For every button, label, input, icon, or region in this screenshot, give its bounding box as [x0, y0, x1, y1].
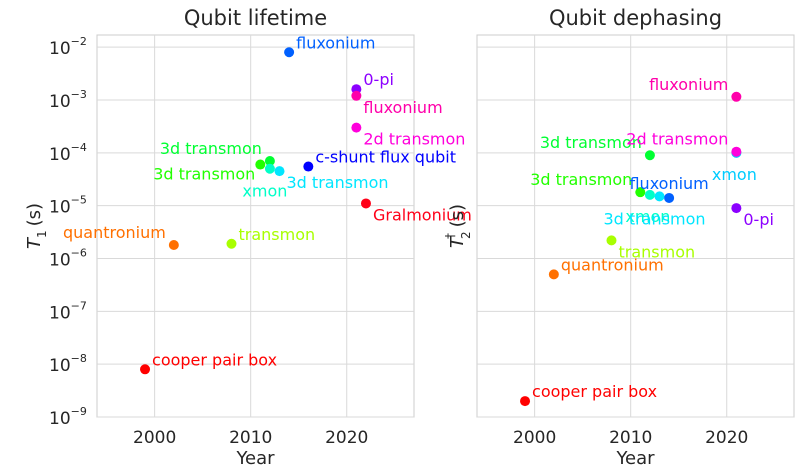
y-tick-exponent: −7: [71, 299, 87, 312]
data-point: [731, 203, 742, 214]
lifetime-panel: 2000 2010 202010−210−310−410−510−610−710−8…: [24, 6, 472, 469]
y-tick-base: 10: [49, 92, 71, 112]
y-tick-base: 10: [49, 198, 71, 218]
dephasing-panel: 2000 2010 2020 Qubit dephasing Year T† 2 (s) coo…: [443, 6, 795, 469]
plot-frame: [96, 34, 415, 418]
y-tick-label: 10−3: [49, 88, 87, 112]
data-point: [351, 122, 362, 133]
point-label: 2d transmon: [626, 130, 728, 149]
data-point: [255, 159, 266, 170]
y-tick-base: 10: [49, 303, 71, 323]
data-point: [264, 163, 275, 174]
point-label: c-shunt flux qubit: [315, 148, 456, 167]
point-label: 3d transmon: [540, 133, 642, 152]
y-tick-base: 10: [49, 39, 71, 59]
chart-title: Qubit lifetime: [184, 6, 327, 30]
point-label: fluxonium: [363, 98, 442, 117]
x-axis-label: Year: [235, 448, 275, 469]
data-point: [635, 187, 646, 198]
y-label-subscript: 1: [35, 230, 49, 238]
y-tick-label: 10−5: [49, 194, 87, 218]
point-label: 3d transmon: [287, 173, 389, 192]
point-label: 3d transmon: [153, 165, 255, 184]
point-label: Gralmonium: [373, 205, 472, 224]
y-tick-label: 10−4: [49, 141, 87, 165]
x-tick-label: 2010: [609, 428, 652, 448]
point-label: xmon: [712, 165, 757, 184]
y-tick-base: 10: [49, 250, 71, 270]
y-axis-label: T1 (s): [24, 203, 49, 249]
y-tick-base: 10: [49, 409, 71, 429]
point-label: quantronium: [561, 255, 664, 274]
y-tick-label: 10−8: [49, 352, 87, 376]
data-point: [360, 198, 371, 209]
data-point: [274, 166, 285, 177]
point-label: fluxonium: [296, 33, 375, 52]
point-label: 3d transmon: [603, 209, 705, 228]
point-label: fluxonium: [629, 174, 708, 193]
data-point: [520, 396, 531, 407]
y-label-symbol: T: [447, 235, 468, 248]
gridlines: [97, 35, 414, 418]
y-tick-base: 10: [49, 145, 71, 165]
data-point: [644, 150, 655, 161]
data-point: [644, 189, 655, 200]
x-tick-label: 2000: [133, 428, 176, 448]
x-tick-label: 2020: [705, 428, 748, 448]
data-point: [664, 192, 675, 203]
plot-frame: [476, 34, 795, 418]
y-tick-exponent: −8: [71, 352, 87, 365]
x-tick-label: 2000: [513, 428, 556, 448]
data-point: [731, 91, 742, 102]
x-axis-label: Year: [615, 448, 655, 469]
point-label: xmon: [625, 207, 670, 226]
point-label: transmon: [618, 242, 695, 261]
y-tick-label: 10−9: [49, 405, 87, 429]
y-label-symbol: T: [24, 236, 45, 249]
y-label-subscript: 2: [459, 231, 473, 239]
point-label: 0-pi: [743, 210, 774, 229]
y-tick-exponent: −4: [71, 141, 87, 154]
y-tick-label: 10−2: [49, 35, 87, 59]
data-point: [731, 146, 742, 157]
chart-title: Qubit dephasing: [549, 6, 722, 30]
y-label-unit: (s): [447, 204, 468, 227]
y-label-superscript: †: [443, 233, 457, 239]
y-tick-exponent: −2: [71, 35, 87, 48]
y-axis-label: T† 2 (s): [443, 204, 473, 248]
y-tick-label: 10−7: [49, 299, 87, 323]
y-tick-exponent: −6: [71, 246, 87, 259]
point-label: xmon: [242, 182, 287, 201]
data-point: [303, 161, 314, 172]
point-label: 3d transmon: [530, 170, 632, 189]
data-point: [654, 191, 665, 202]
point-label: quantronium: [63, 223, 166, 242]
point-label: cooper pair box: [532, 382, 657, 401]
data-point: [140, 364, 151, 375]
point-label: 3d transmon: [160, 139, 262, 158]
point-label: 2d transmon: [363, 130, 465, 149]
data-point: [548, 269, 559, 280]
point-label: cooper pair box: [152, 350, 277, 369]
y-tick-label: 10−6: [49, 246, 87, 270]
point-label: transmon: [238, 225, 315, 244]
data-point: [168, 240, 179, 251]
data-point: [264, 156, 275, 167]
y-tick-exponent: −5: [71, 194, 87, 207]
data-point: [351, 90, 362, 101]
data-point: [606, 235, 617, 246]
point-label: 0-pi: [363, 70, 394, 89]
data-point: [284, 47, 295, 58]
x-tick-label: 2020: [325, 428, 368, 448]
gridlines: [477, 35, 794, 418]
data-point: [226, 238, 237, 249]
x-tick-label: 2010: [229, 428, 272, 448]
y-tick-exponent: −9: [71, 405, 87, 418]
y-tick-base: 10: [49, 356, 71, 376]
point-label: fluxonium: [649, 75, 728, 94]
y-label-unit: (s): [24, 203, 45, 226]
y-tick-exponent: −3: [71, 88, 87, 101]
